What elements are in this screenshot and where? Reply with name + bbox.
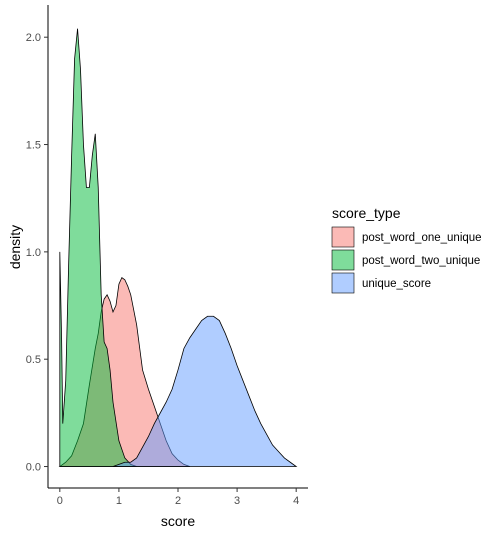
y-tick-label: 0.5 bbox=[26, 354, 41, 366]
legend-label-unique-score: unique_score bbox=[362, 278, 431, 290]
x-axis-ticks: 0 1 2 3 4 bbox=[57, 488, 299, 507]
y-tick-label: 0.0 bbox=[26, 462, 41, 474]
density-area-unique-score bbox=[112, 315, 298, 467]
legend-title: score_type bbox=[332, 205, 401, 221]
legend-label-post-word-two-unique: post_word_two_unique bbox=[362, 255, 480, 267]
y-axis-ticks: 0.0 0.5 1.0 1.5 2.0 bbox=[26, 32, 48, 474]
legend: score_type post_word_one_unique post_wor… bbox=[331, 205, 482, 294]
density-areas bbox=[58, 28, 298, 467]
legend-label-post-word-one-unique: post_word_one_unique bbox=[362, 232, 482, 244]
y-tick-label: 2.0 bbox=[26, 32, 41, 44]
density-area-post-word-two-unique bbox=[59, 28, 137, 467]
x-tick-label: 3 bbox=[234, 495, 240, 507]
y-tick-label: 1.5 bbox=[26, 140, 41, 152]
x-tick-label: 1 bbox=[116, 495, 122, 507]
y-axis-title: density bbox=[7, 225, 23, 269]
x-tick-label: 2 bbox=[175, 495, 181, 507]
legend-key-unique-score bbox=[331, 272, 355, 294]
legend-key-post-word-two-unique bbox=[331, 249, 355, 271]
x-tick-label: 4 bbox=[293, 495, 299, 507]
legend-key-post-word-one-unique bbox=[331, 226, 355, 248]
x-tick-label: 0 bbox=[57, 495, 63, 507]
y-tick-label: 1.0 bbox=[26, 247, 41, 259]
x-axis-title: score bbox=[161, 513, 195, 529]
